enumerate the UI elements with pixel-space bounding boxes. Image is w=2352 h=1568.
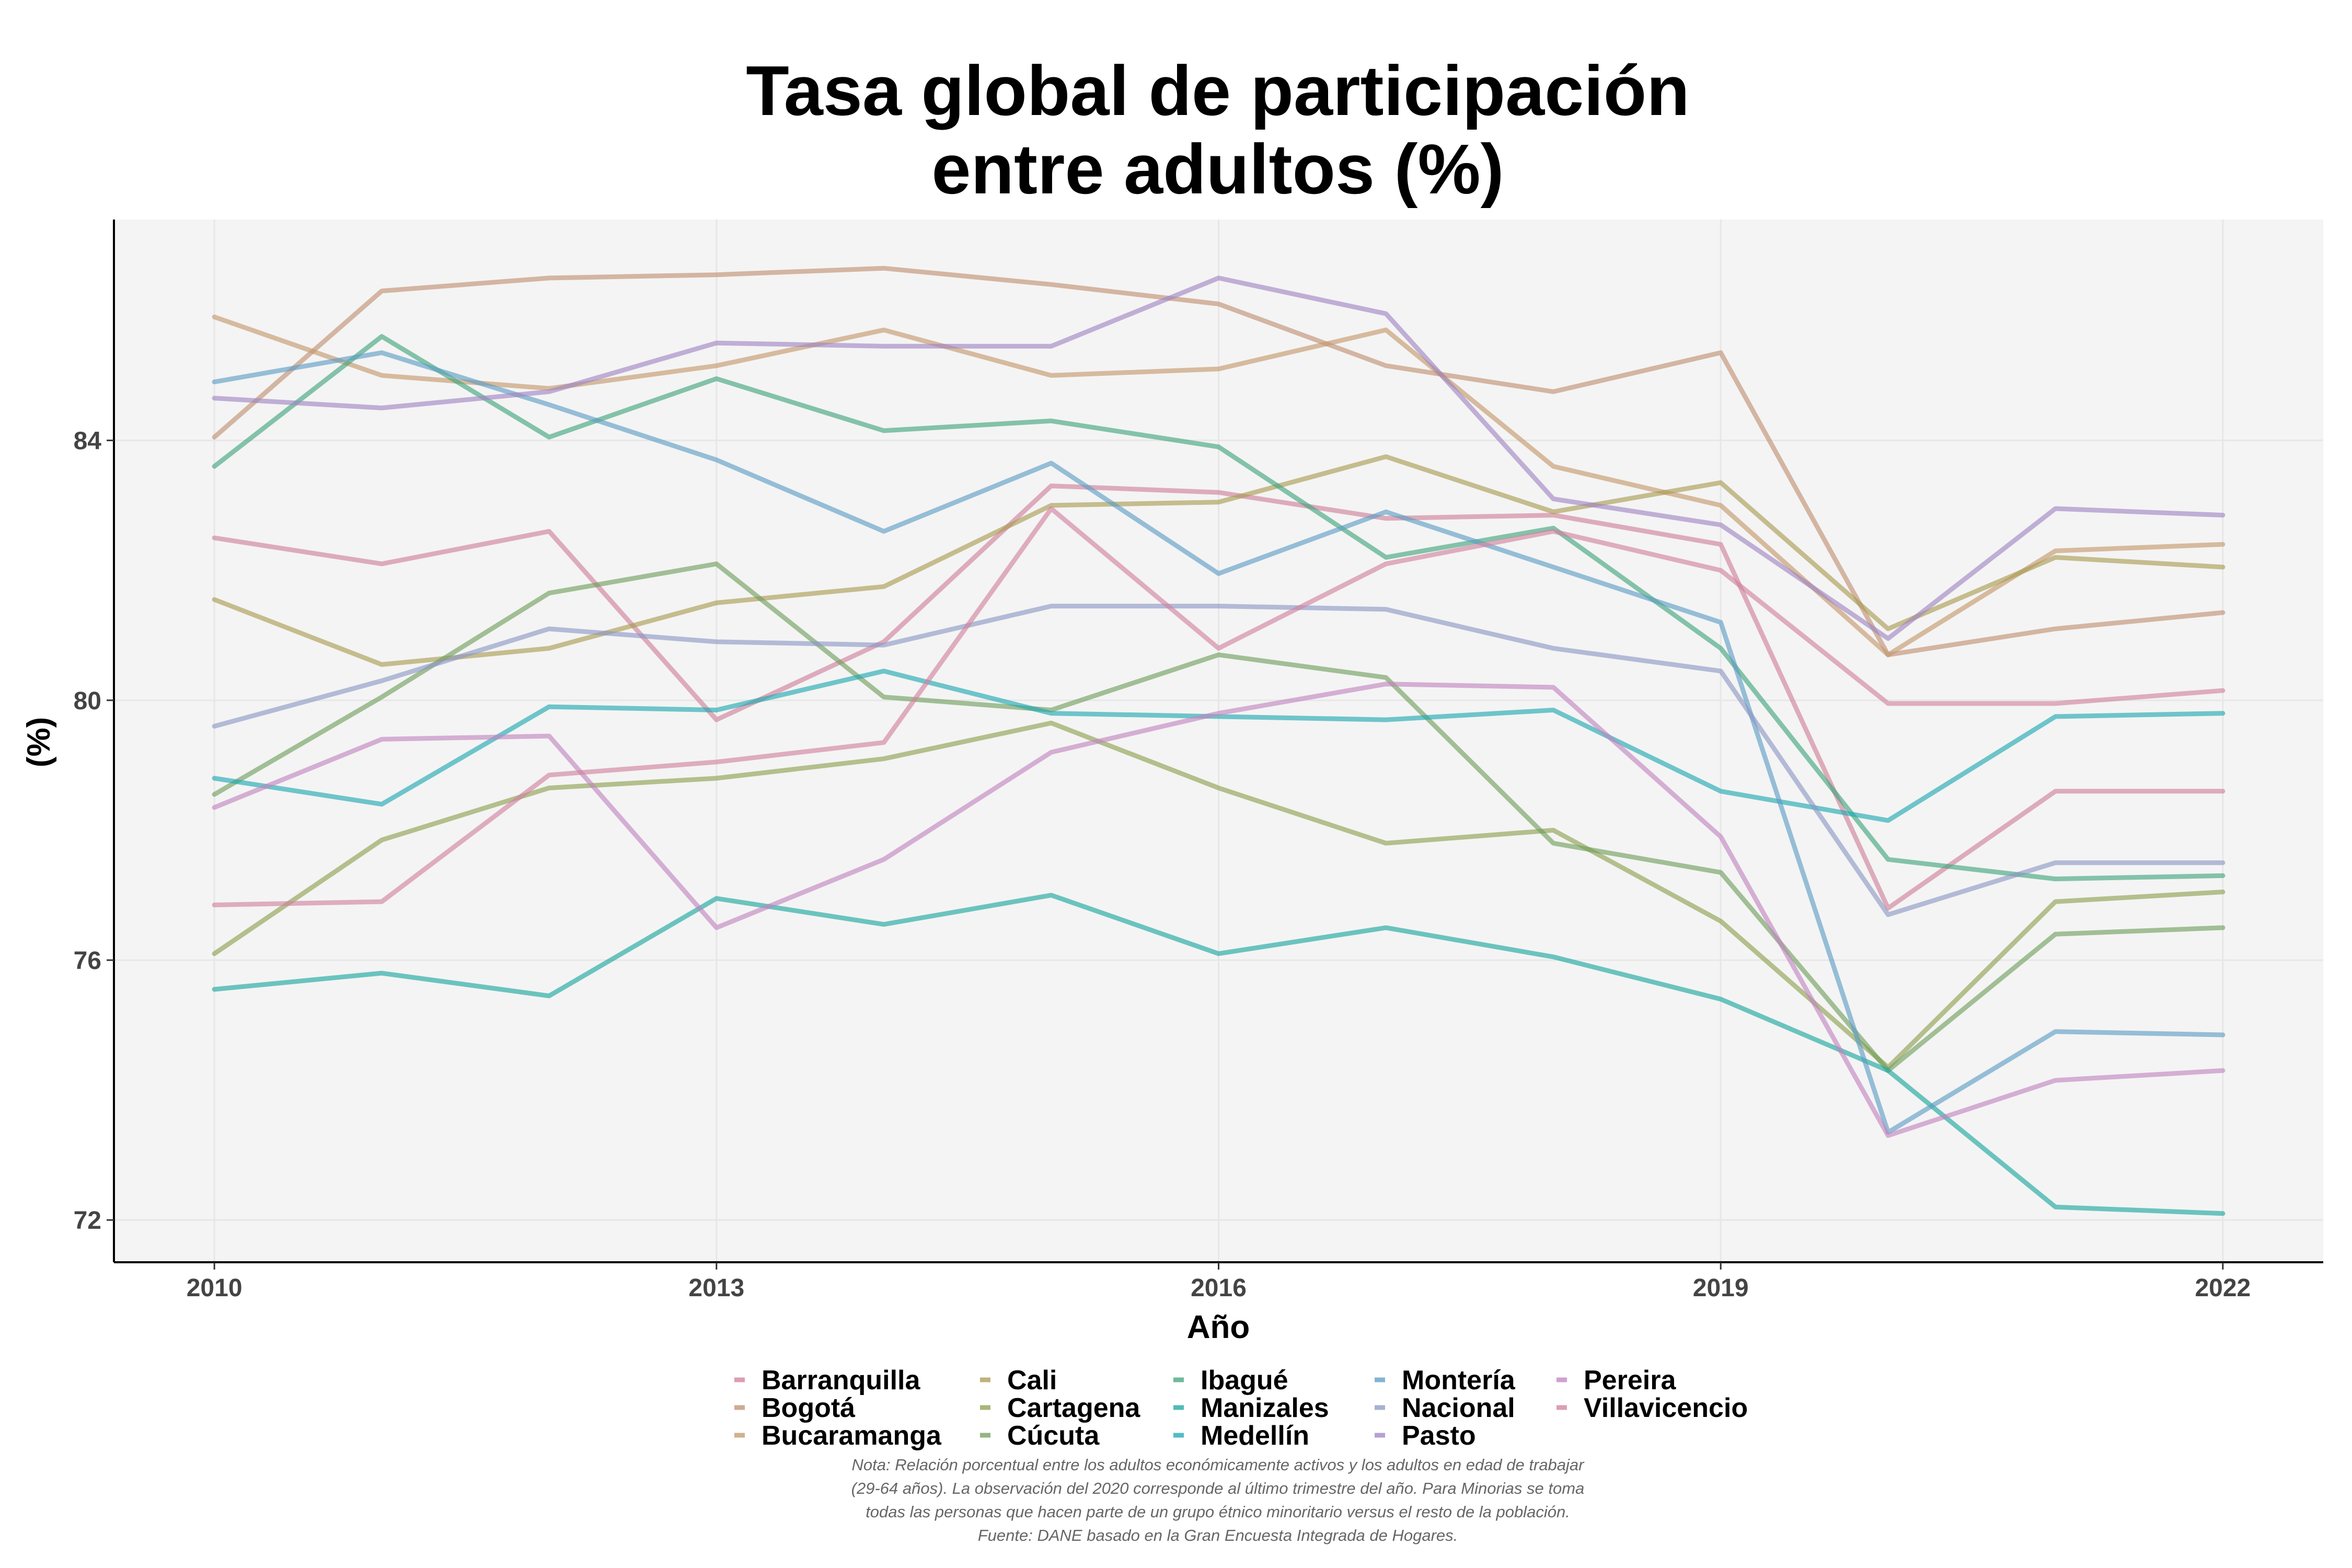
legend-label-barranquilla: Barranquilla	[762, 1365, 920, 1396]
series-line-pereira	[212, 682, 2226, 1138]
series-line-bucaramanga	[212, 314, 2226, 658]
note-line-1: Nota: Relación porcentual entre los adul…	[852, 1456, 1585, 1474]
x-axis-title: Año	[1187, 1309, 1250, 1345]
series-line-ibague	[212, 334, 2226, 882]
legend-label-bucaramanga: Bucaramanga	[762, 1421, 942, 1451]
legend-label-nacional: Nacional	[1402, 1393, 1515, 1423]
y-axis-title: (%)	[21, 717, 57, 767]
y-tick-label-84: 84	[74, 428, 102, 455]
series-line-pasto	[212, 275, 2226, 641]
legend-label-cucuta: Cúcuta	[1007, 1421, 1100, 1451]
note-line-4: Fuente: DANE basado en la Gran Encuesta …	[978, 1526, 1458, 1544]
series-line-medellin	[212, 668, 2226, 823]
chart-title-line-1: Tasa global de participación	[746, 51, 1689, 130]
note: Nota: Relación porcentual entre los adul…	[851, 1456, 1585, 1544]
legend-label-bogota: Bogotá	[762, 1393, 856, 1423]
legend-label-medellin: Medellín	[1201, 1421, 1309, 1451]
series-line-villavicencio	[212, 506, 2226, 907]
series-line-cali	[212, 454, 2226, 667]
x-tick-label-2013: 2013	[688, 1274, 744, 1302]
legend-label-cartagena: Cartagena	[1007, 1393, 1140, 1423]
series-line-barranquilla	[212, 483, 2226, 911]
series-lines	[212, 266, 2226, 1216]
x-tick-label-2019: 2019	[1693, 1274, 1749, 1302]
legend-label-manizales: Manizales	[1201, 1393, 1329, 1423]
x-tick-label-2022: 2022	[2195, 1274, 2251, 1302]
legend-label-pasto: Pasto	[1402, 1421, 1476, 1451]
y-tick-label-76: 76	[74, 947, 101, 975]
series-line-manizales	[212, 893, 2226, 1216]
note-line-3: todas las personas que hacen parte de un…	[866, 1503, 1570, 1521]
note-line-2: (29-64 años). La observación del 2020 co…	[851, 1479, 1585, 1497]
chart-title-line-2: entre adultos (%)	[931, 130, 1504, 209]
legend-label-cali: Cali	[1007, 1365, 1057, 1396]
y-tick-label-80: 80	[74, 687, 101, 715]
legend-label-villavicencio: Villavicencio	[1584, 1393, 1748, 1423]
series-line-nacional	[212, 604, 2226, 917]
legend-label-pereira: Pereira	[1584, 1365, 1676, 1396]
x-tick-label-2016: 2016	[1191, 1274, 1247, 1302]
x-ticks: 2010 2013 2016 2019 2022	[187, 1262, 2251, 1302]
grid-lines	[114, 220, 2323, 1262]
x-tick-label-2010: 2010	[187, 1274, 243, 1302]
y-tick-label-72: 72	[74, 1207, 101, 1235]
y-ticks: 72 76 80 84	[74, 428, 114, 1235]
legend-label-ibague: Ibagué	[1201, 1365, 1288, 1396]
legend-label-monteria: Montería	[1402, 1365, 1516, 1396]
